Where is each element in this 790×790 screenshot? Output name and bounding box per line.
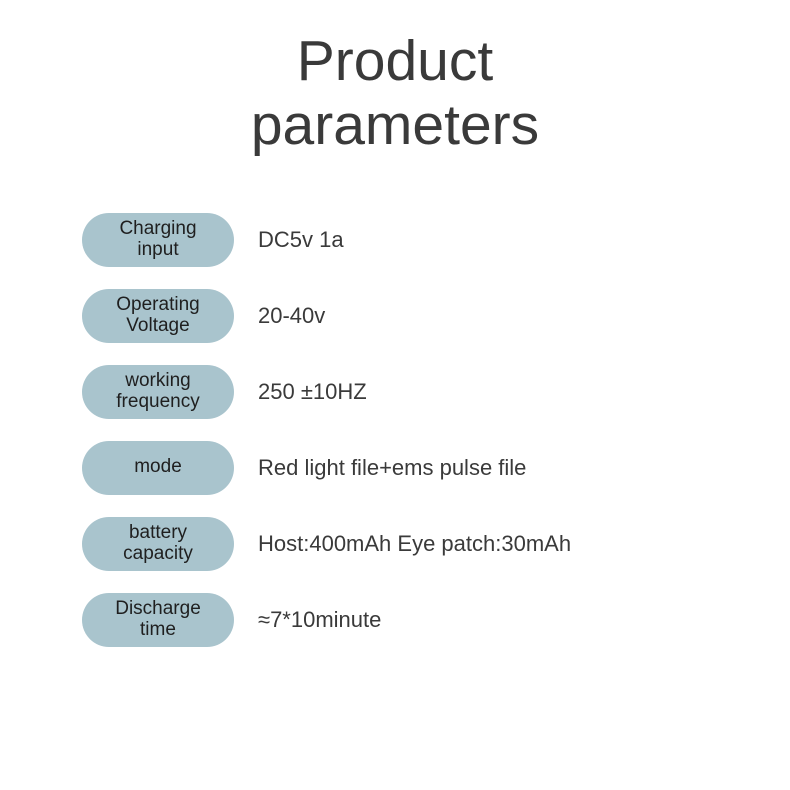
parameter-row: Discharge time ≈7*10minute (82, 593, 790, 647)
parameter-label-pill: mode (82, 441, 234, 495)
parameter-label-pill: Charging input (82, 213, 234, 267)
parameter-label-line2: frequency (116, 391, 199, 412)
parameter-label-line1: Operating (116, 294, 199, 315)
product-parameters-card: Product parameters Charging input DC5v 1… (0, 0, 790, 790)
parameter-label-line2: Voltage (126, 315, 189, 336)
parameter-label-line2: capacity (123, 543, 193, 564)
parameter-label-line1: Discharge (115, 598, 201, 619)
parameter-label-line1: Charging (119, 218, 196, 239)
parameter-value: Red light file+ems pulse file (258, 455, 526, 481)
parameter-label-line1: mode (134, 456, 182, 477)
parameter-list: Charging input DC5v 1a Operating Voltage… (0, 213, 790, 647)
parameter-row: mode Red light file+ems pulse file (82, 441, 790, 495)
parameter-label-pill: battery capacity (82, 517, 234, 571)
parameter-label-line1: battery (129, 522, 187, 543)
parameter-row: Charging input DC5v 1a (82, 213, 790, 267)
parameter-label-line2: input (137, 239, 178, 260)
page-title: Product parameters (0, 30, 790, 158)
parameter-row: Operating Voltage 20-40v (82, 289, 790, 343)
parameter-row: working frequency 250 ±10HZ (82, 365, 790, 419)
parameter-value: 250 ±10HZ (258, 379, 367, 405)
parameter-value: Host:400mAh Eye patch:30mAh (258, 531, 571, 557)
title-line-2: parameters (251, 93, 539, 157)
parameter-label-line1: working (125, 370, 190, 391)
parameter-value: 20-40v (258, 303, 325, 329)
parameter-label-pill: Operating Voltage (82, 289, 234, 343)
parameter-value: DC5v 1a (258, 227, 344, 253)
parameter-row: battery capacity Host:400mAh Eye patch:3… (82, 517, 790, 571)
parameter-label-pill: working frequency (82, 365, 234, 419)
parameter-label-pill: Discharge time (82, 593, 234, 647)
title-line-1: Product (297, 29, 493, 93)
parameter-label-line2: time (140, 619, 176, 640)
parameter-value: ≈7*10minute (258, 607, 381, 633)
